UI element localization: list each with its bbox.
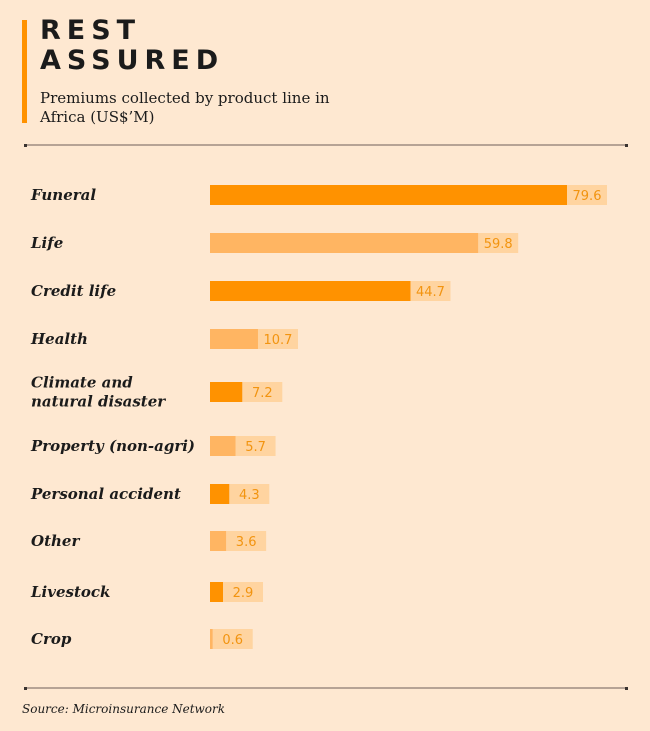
value-label-box bbox=[212, 629, 253, 649]
category-label-line: Funeral bbox=[30, 186, 96, 204]
category-label: Personal accident bbox=[30, 485, 181, 503]
value-label-box bbox=[235, 436, 276, 456]
value-label-box bbox=[229, 484, 270, 504]
bar bbox=[210, 531, 227, 551]
value-label-box bbox=[223, 582, 264, 602]
value-label-box bbox=[257, 329, 298, 349]
category-label: Health bbox=[30, 330, 88, 348]
value-label: 79.6 bbox=[573, 189, 602, 204]
bar bbox=[210, 233, 479, 253]
value-label: 10.7 bbox=[264, 333, 293, 348]
value-label: 2.9 bbox=[233, 586, 254, 601]
value-label: 4.3 bbox=[239, 488, 260, 503]
category-label-line: Health bbox=[30, 330, 88, 348]
bar bbox=[210, 582, 224, 602]
value-label-box bbox=[410, 281, 451, 301]
bar bbox=[210, 382, 243, 402]
value-label: 5.7 bbox=[245, 440, 266, 455]
category-label: Life bbox=[30, 234, 63, 252]
value-label: 0.6 bbox=[222, 633, 243, 648]
category-label: Property (non-agri) bbox=[30, 437, 195, 455]
bar bbox=[210, 329, 258, 349]
bar bbox=[210, 629, 213, 649]
category-label-line: Crop bbox=[31, 630, 72, 648]
category-label-line: Climate and bbox=[31, 374, 133, 392]
title-accent-bar bbox=[22, 20, 27, 123]
category-label-line: natural disaster bbox=[31, 393, 166, 411]
value-label-box bbox=[567, 185, 607, 205]
category-label: Funeral bbox=[30, 186, 96, 204]
bar bbox=[210, 281, 411, 301]
bar bbox=[210, 185, 567, 205]
category-label-line: Livestock bbox=[30, 583, 110, 601]
value-label: 7.2 bbox=[252, 386, 273, 401]
category-label-line: Property (non-agri) bbox=[30, 437, 195, 455]
category-label: Credit life bbox=[31, 282, 116, 300]
value-label-box bbox=[478, 233, 519, 253]
value-label: 44.7 bbox=[416, 285, 445, 300]
bar bbox=[210, 484, 230, 504]
bar bbox=[210, 436, 236, 456]
category-label: Crop bbox=[31, 630, 72, 648]
bottom-divider bbox=[24, 686, 628, 690]
chart-subtitle: Premiums collected by product line in Af… bbox=[40, 89, 330, 126]
value-label-box bbox=[226, 531, 267, 551]
value-label-box bbox=[242, 382, 283, 402]
top-divider bbox=[24, 143, 628, 147]
value-label: 59.8 bbox=[484, 237, 513, 252]
category-label-line: Other bbox=[31, 532, 80, 550]
title-line-1: REST bbox=[40, 15, 142, 46]
category-label: Livestock bbox=[30, 583, 110, 601]
source-note: Source: Microinsurance Network bbox=[22, 702, 226, 716]
value-label: 3.6 bbox=[236, 535, 257, 550]
category-label-line: Life bbox=[30, 234, 63, 252]
chart-title: REST ASSURED bbox=[40, 16, 224, 76]
category-label: Other bbox=[31, 532, 80, 550]
category-label: Climate and natural disaster bbox=[31, 374, 166, 411]
category-label-line: Credit life bbox=[31, 282, 116, 300]
title-line-2: ASSURED bbox=[40, 45, 225, 76]
category-label-line: Personal accident bbox=[30, 485, 181, 503]
